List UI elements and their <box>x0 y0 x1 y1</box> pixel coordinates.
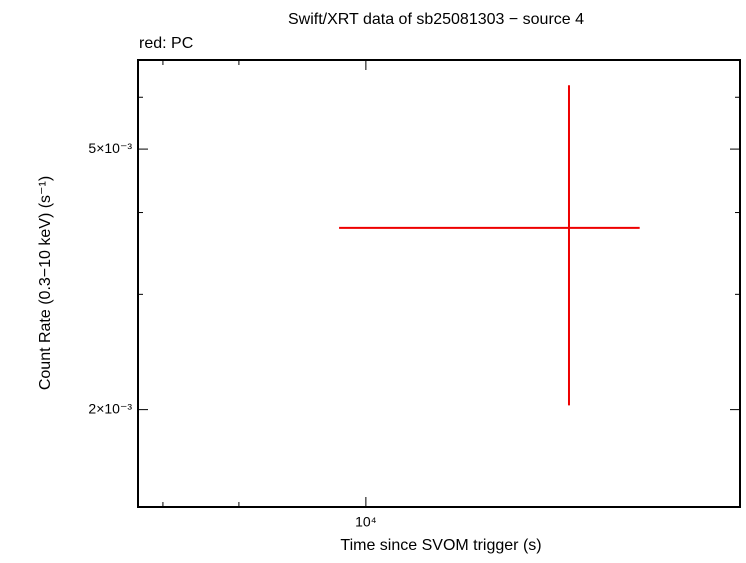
y-axis-label: Count Rate (0.3−10 keV) (s⁻¹) <box>37 176 54 390</box>
x-tick-label: 10⁴ <box>355 514 377 530</box>
plot-frame <box>137 59 741 508</box>
legend-text: red: PC <box>139 35 193 52</box>
x-axis-label: Time since SVOM trigger (s) <box>340 537 541 554</box>
y-tick-label: 5×10⁻³ <box>88 140 132 156</box>
y-tick-label: 2×10⁻³ <box>88 400 132 416</box>
chart-title: Swift/XRT data of sb25081303 − source 4 <box>288 11 584 28</box>
